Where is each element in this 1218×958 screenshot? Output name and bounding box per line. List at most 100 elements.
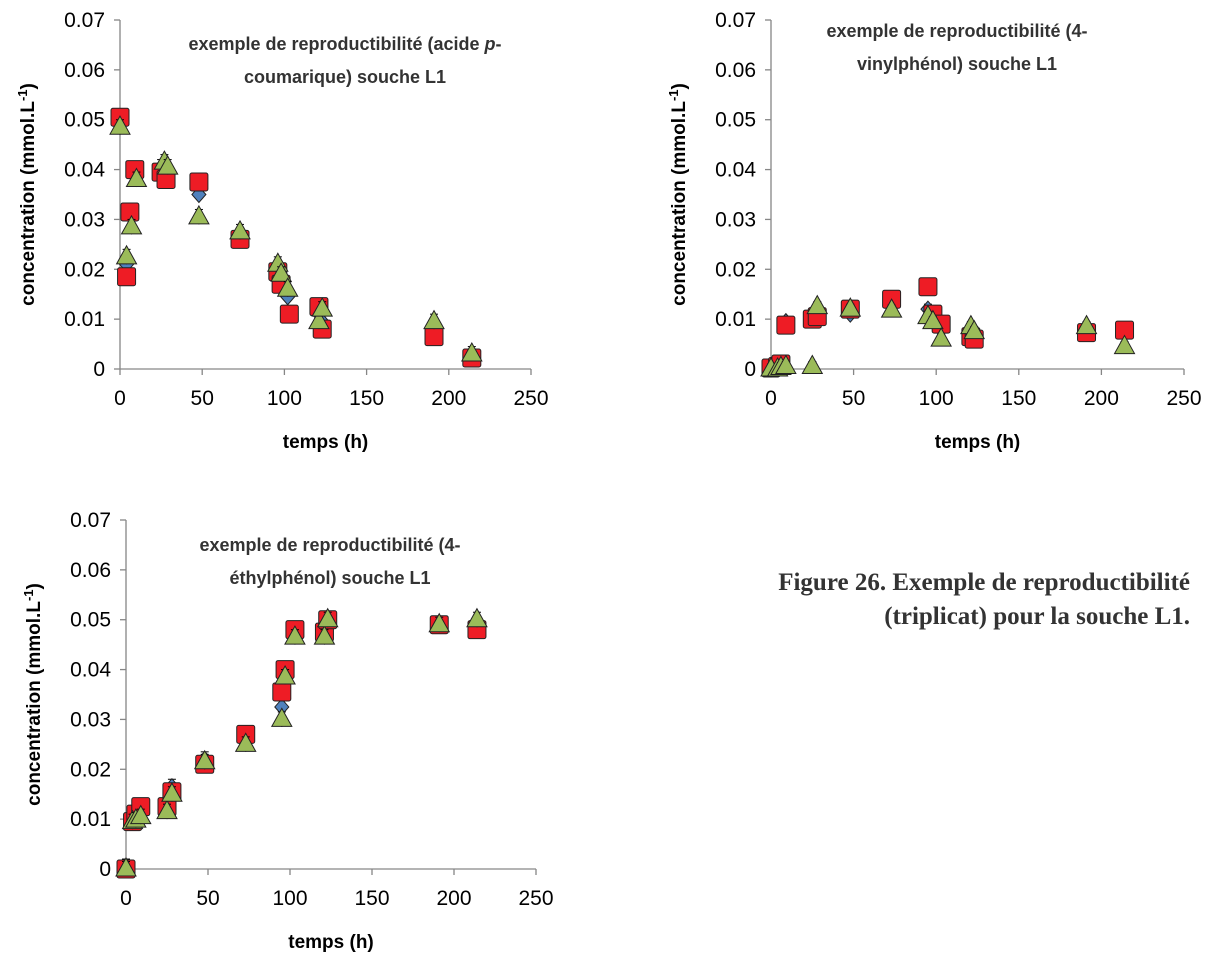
- y-tick-label: 0.06: [64, 59, 105, 82]
- y-tick-label: 0.05: [70, 609, 111, 632]
- chart-title-line: vinylphénol) souche L1: [857, 54, 1057, 74]
- data-point-triangle: [270, 707, 293, 727]
- x-tick-label: 150: [1001, 387, 1036, 410]
- x-axis-title: temps (h): [935, 432, 1021, 453]
- series-triangle: [115, 607, 488, 877]
- x-tick-label: 250: [513, 387, 548, 410]
- data-point-square: [776, 315, 796, 335]
- y-tick-label: 0.02: [64, 258, 105, 281]
- data-point-triangle: [963, 319, 986, 340]
- y-tick-label: 0.01: [715, 308, 756, 331]
- x-tick-label: 250: [1166, 387, 1201, 410]
- x-axis-title: temps (h): [288, 932, 374, 953]
- x-tick-label: 0: [120, 887, 132, 910]
- y-tick-label: 0: [99, 858, 111, 881]
- x-tick-label: 250: [518, 887, 553, 910]
- x-tick-label: 100: [267, 387, 302, 410]
- data-point-triangle: [308, 309, 330, 330]
- x-axis-title: temps (h): [283, 432, 369, 453]
- x-tick-label: 150: [354, 887, 389, 910]
- data-point-triangle: [234, 732, 257, 752]
- y-axis-title: concentration (mmol.L-1): [666, 83, 690, 306]
- data-point-triangle: [775, 354, 797, 375]
- data-point-square: [424, 327, 444, 347]
- data-point-triangle: [161, 782, 183, 802]
- data-point-triangle: [313, 625, 336, 645]
- y-tick-label: 0.04: [70, 659, 111, 682]
- y-tick-label: 0.05: [64, 109, 105, 132]
- y-tick-label: 0.03: [64, 208, 105, 231]
- figure-caption: Figure 26. Exemple de reproductibilité (…: [650, 566, 1190, 634]
- y-tick-label: 0.01: [64, 308, 105, 331]
- series-diamond: [118, 613, 485, 876]
- data-point-triangle: [120, 214, 143, 235]
- data-point-triangle: [311, 297, 334, 317]
- series-square: [116, 610, 487, 879]
- data-point-triangle: [428, 612, 451, 633]
- data-point-triangle: [930, 327, 953, 347]
- data-point-triangle: [1075, 314, 1098, 335]
- caption-line-2: (triplicat) pour la souche L1.: [884, 603, 1190, 630]
- x-tick-label: 200: [436, 887, 471, 910]
- data-point-triangle: [839, 297, 862, 317]
- data-point-triangle: [316, 607, 339, 628]
- series-triangle: [760, 294, 1136, 377]
- x-tick-label: 50: [191, 387, 214, 410]
- y-tick-label: 0.01: [70, 808, 111, 831]
- data-point-triangle: [460, 342, 483, 362]
- chart-title-line: exemple de reproductibilité (4-: [826, 21, 1087, 41]
- y-tick-label: 0.02: [715, 258, 756, 281]
- data-point-square: [117, 267, 137, 287]
- data-point-triangle: [193, 749, 216, 770]
- data-point-triangle: [801, 354, 824, 375]
- chart-4-vinylphenol: 0 0.01 0.02 0.03 0.04 0.05 0.06 0.07 0 50 100 150 20…: [666, 9, 1202, 453]
- chart-acide-p-coumarique: 0 0.01 0.02 0.03 0.04 0.05 0.06 0.07 0 50 100 150 20…: [15, 9, 549, 453]
- data-point-triangle: [109, 115, 131, 135]
- data-point-square: [189, 172, 209, 192]
- chart-title-line: exemple de reproductibilité (4-: [199, 535, 460, 555]
- y-tick-label: 0.02: [70, 758, 111, 781]
- x-tick-label: 200: [1084, 387, 1119, 410]
- data-point-triangle: [229, 219, 251, 240]
- y-tick-label: 0.04: [715, 159, 756, 182]
- data-point-triangle: [270, 262, 292, 282]
- chart-title-line: éthylphénol) souche L1: [229, 568, 430, 588]
- data-point-triangle: [274, 665, 296, 685]
- chart-title-line: exemple de reproductibilité (acide p-: [188, 34, 501, 54]
- y-tick-label: 0.07: [64, 9, 105, 32]
- data-point-triangle: [125, 167, 148, 188]
- x-tick-label: 0: [114, 387, 126, 410]
- x-tick-label: 0: [765, 387, 777, 410]
- data-point-triangle: [922, 309, 944, 330]
- data-point-triangle: [156, 799, 178, 820]
- chart-4-ethylphenol: 0 0.01 0.02 0.03 0.04 0.05 0.06 0.07 0 50 100 150 20…: [21, 509, 554, 953]
- series-square: [761, 277, 1135, 378]
- data-point-triangle: [276, 277, 299, 297]
- y-axis-title: concentration (mmol.L-1): [21, 583, 45, 806]
- data-point-triangle: [156, 155, 179, 175]
- y-tick-label: 0.03: [715, 208, 756, 231]
- y-tick-label: 0.07: [715, 9, 756, 32]
- data-point-triangle: [1113, 334, 1136, 355]
- x-tick-label: 100: [919, 387, 954, 410]
- caption-line-1: Figure 26. Exemple de reproductibilité: [778, 569, 1190, 596]
- data-point-triangle: [284, 625, 306, 645]
- y-tick-label: 0.06: [715, 59, 756, 82]
- y-tick-label: 0: [93, 358, 105, 381]
- x-tick-label: 150: [349, 387, 384, 410]
- y-tick-label: 0.06: [70, 559, 111, 582]
- data-point-triangle: [806, 294, 829, 315]
- data-point-triangle: [188, 204, 210, 225]
- data-point-triangle: [423, 309, 445, 330]
- data-point-triangle: [466, 607, 488, 628]
- series-diamond: [112, 108, 480, 366]
- y-tick-label: 0.05: [715, 109, 756, 132]
- x-tick-label: 50: [842, 387, 865, 410]
- y-tick-label: 0.04: [64, 159, 105, 182]
- x-tick-label: 100: [272, 887, 307, 910]
- data-point-triangle: [880, 298, 903, 318]
- data-point-square: [918, 277, 938, 297]
- y-tick-label: 0.07: [70, 509, 111, 532]
- y-tick-label: 0.03: [70, 708, 111, 731]
- data-point-triangle: [115, 856, 137, 877]
